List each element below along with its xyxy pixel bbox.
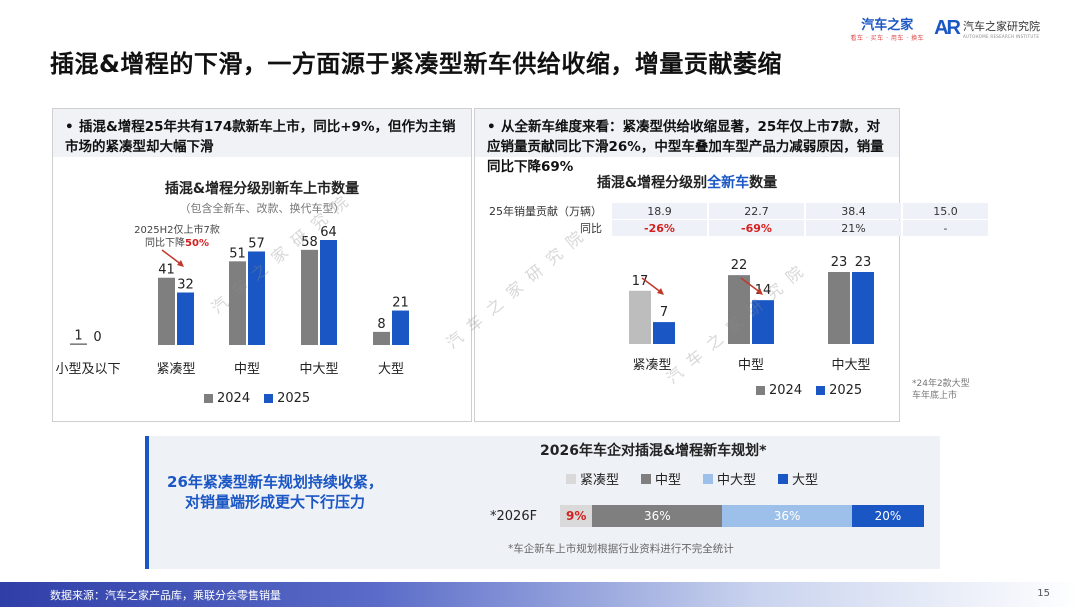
right-legend: 2024 2025 [756, 383, 862, 398]
legend-swatch-compact [566, 473, 576, 484]
bar-2024-1 [728, 275, 750, 344]
category-label: 小型及以下 [55, 362, 120, 377]
data-label: 0 [93, 330, 101, 345]
data-label: 58 [301, 235, 318, 250]
decline-arrow-head [657, 288, 664, 295]
bar-2025-1 [177, 292, 194, 345]
bar-2024-2 [828, 272, 850, 344]
bottom-conclusion: 26年紧凑型新车规划持续收紧， 对销量端形成更大下行压力 [167, 473, 383, 511]
right-footnote: *24年2款大型 车年底上市 [912, 379, 970, 401]
legend-2024-swatch [756, 386, 765, 395]
bar-2025-0 [653, 322, 675, 344]
footer: 数据来源：汽车之家产品库，乘联分会零售销量 15 [0, 582, 1080, 607]
data-label: 22 [731, 258, 748, 273]
bar-2024-1 [158, 277, 175, 345]
left-chart-title: 插混&增程分级别新车上市数量 [164, 181, 360, 197]
plan-chart-title: 2026年车企对插混&增程新车规划* [540, 443, 767, 459]
data-label: 21 [392, 296, 409, 311]
category-label: 中大型 [831, 358, 870, 373]
right-bullet: • 从全新车维度来看：紧凑型供给收缩显著，25年仅上市7款，对应销量贡献同比下滑2… [475, 109, 899, 175]
legend-swatch-midsize [641, 473, 652, 484]
sales-contribution-table: 25年销量贡献（万辆） 18.9 22.7 38.4 15.0 同比 -26% … [478, 202, 990, 237]
page-number: 15 [1037, 588, 1050, 599]
data-label: 57 [248, 236, 265, 251]
legend-swatch-large [778, 473, 789, 484]
category-label: 中型 [234, 362, 260, 377]
left-annotation: 2025H2仅上市7款 同比下降50% [134, 225, 220, 249]
left-panel: • 插混&增程25年共有174款新车上市，同比+9%，但作为主销市场的紧凑型却大幅… [52, 108, 472, 422]
bar-2024-3 [301, 249, 318, 345]
segment-midlarge: 36% [722, 505, 852, 527]
segment-midsize: 36% [592, 505, 723, 527]
legend-2025-swatch [264, 394, 274, 403]
decline-arrow-head [756, 288, 763, 295]
category-label: 紧凑型 [156, 362, 195, 377]
page-title: 插混&增程的下滑，一方面源于紧凑型新车供给收缩，增量贡献萎缩 [50, 50, 782, 78]
decline-arrow-head [177, 260, 184, 267]
bar-2025-2 [852, 272, 874, 344]
logos: 汽车之家 看车 · 买车 · 用车 · 换车 AR 汽车之家研究院 AUTOHO… [850, 14, 1040, 43]
data-label: 17 [632, 274, 649, 289]
category-label: 大型 [378, 362, 404, 377]
segment-large: 20% [851, 505, 924, 527]
data-label: 64 [320, 225, 337, 240]
bar-2025-4 [392, 310, 409, 345]
left-bullet: • 插混&增程25年共有174款新车上市，同比+9%，但作为主销市场的紧凑型却大幅… [53, 109, 471, 157]
legend-2025-swatch [816, 386, 826, 395]
left-legend: 2024 2025 [204, 391, 310, 406]
data-label: 41 [158, 263, 175, 278]
research-institute-logo: AR 汽车之家研究院 AUTOHOME RESEARCH INSTITUTE [934, 16, 1040, 39]
data-label: 8 [377, 317, 385, 332]
legend-swatch-midlarge [703, 473, 714, 484]
plan-bar-category: *2026F [490, 509, 538, 524]
bar-2025-3 [320, 240, 337, 345]
plan-legend: 紧凑型 中型 中大型 大型 [566, 469, 818, 488]
decline-arrow [641, 277, 663, 294]
data-label: 32 [177, 278, 194, 293]
bottom-accent-bar [145, 436, 149, 569]
bar-2024-0 [629, 290, 651, 344]
decline-arrow [161, 249, 183, 266]
right-chart-title: 插混&增程分级别全新车数量 [596, 175, 778, 191]
segment-compact: 9% [560, 505, 593, 527]
data-label: 1 [74, 328, 82, 343]
bar-2025-2 [248, 251, 265, 345]
table-row: 同比 -26% -69% 21% - [480, 220, 988, 236]
data-label: 23 [855, 255, 872, 270]
plan-stacked-bar: 9% 36% 36% 20% [560, 505, 924, 527]
legend-2024-swatch [204, 394, 213, 403]
data-label: 7 [660, 305, 668, 320]
right-panel: • 从全新车维度来看：紧凑型供给收缩显著，25年仅上市7款，对应销量贡献同比下滑2… [474, 108, 900, 422]
bottom-section [145, 436, 940, 569]
bar-2024-2 [229, 261, 246, 345]
category-label: 中型 [738, 358, 764, 373]
autohome-logo: 汽车之家 看车 · 买车 · 用车 · 换车 [850, 18, 925, 42]
category-label: 中大型 [299, 362, 338, 377]
bar-2025-1 [752, 300, 774, 344]
decline-arrow [740, 277, 762, 294]
data-label: 14 [755, 283, 772, 298]
data-label: 23 [831, 255, 848, 270]
plan-footnote: *车企新车上市规划根据行业资料进行不完全统计 [508, 543, 734, 555]
table-row: 25年销量贡献（万辆） 18.9 22.7 38.4 15.0 [480, 203, 988, 219]
data-source: 数据来源：汽车之家产品库，乘联分会零售销量 [50, 589, 281, 602]
left-chart-subtitle: （包含全新车、改款、换代车型） [179, 202, 345, 215]
category-label: 紧凑型 [632, 358, 671, 373]
data-label: 51 [229, 246, 246, 261]
bar-2024-0 [70, 343, 87, 345]
bar-2024-4 [373, 331, 390, 345]
